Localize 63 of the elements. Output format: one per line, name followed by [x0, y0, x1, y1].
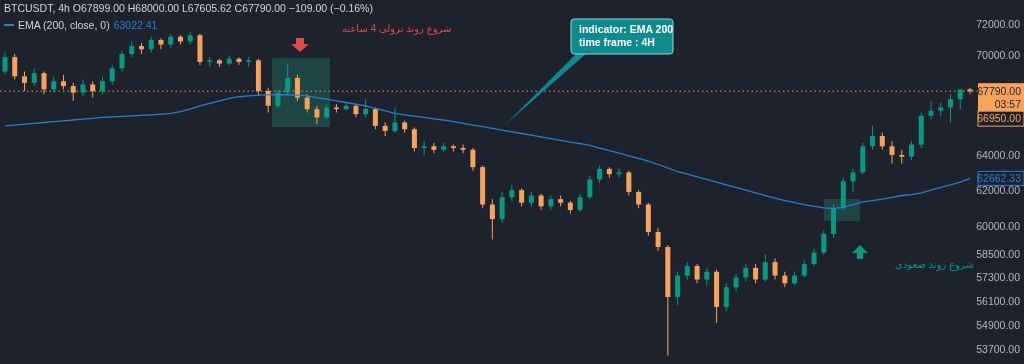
text: 03:57 [994, 97, 1022, 110]
annotation: 63022.41 [113, 19, 158, 31]
candlestick [753, 263, 759, 284]
candlestick [870, 125, 876, 151]
candlestick [928, 100, 934, 120]
candlestick [21, 71, 27, 92]
y-tick-label: 58500.00 [976, 248, 1021, 261]
candlestick [304, 93, 310, 113]
candlestick [733, 273, 739, 292]
candlestick [489, 198, 495, 240]
annotation: indicator: EMA 200 time frame : 4H [579, 23, 674, 48]
y-tick-label: 72000.00 [976, 18, 1021, 31]
candlestick [411, 127, 417, 152]
candlestick [909, 140, 915, 161]
candlestick [655, 227, 661, 252]
candlestick [626, 170, 632, 197]
y-tick-label: 64000.00 [976, 148, 1021, 161]
candlestick [694, 263, 700, 284]
candlestick [548, 195, 554, 211]
y-tick-label: 62000.00 [976, 183, 1021, 196]
candlestick [616, 168, 622, 179]
candlestick [314, 105, 320, 125]
candlestick [460, 144, 466, 154]
candlestick [948, 93, 954, 123]
candlestick [470, 147, 476, 172]
candlestick [772, 257, 778, 280]
candlestick [109, 64, 115, 85]
candlestick [2, 51, 8, 76]
candlestick [372, 106, 378, 130]
candlestick [431, 142, 437, 154]
candlestick [821, 229, 827, 256]
y-tick-label: 70000.00 [976, 49, 1021, 62]
candlestick [158, 37, 164, 50]
annotation: 66950.00 [977, 112, 1022, 125]
candlestick [119, 50, 125, 73]
y-tick-label: 60000.00 [976, 220, 1021, 233]
candlestick [850, 168, 856, 193]
candlestick [587, 175, 593, 200]
y-tick-label: 53700.00 [976, 343, 1021, 356]
legend-label: EMA (200, close, 0) [18, 19, 110, 31]
annotation: شروع روند صعودی [895, 259, 974, 271]
candlestick [285, 63, 291, 97]
candlestick [499, 191, 505, 224]
chart-title: BTCUSDT, 4h O67899.00 H68000.00 L67605.62 C67790.00 −109.00 (−0.16%) [4, 2, 373, 14]
candlestick [957, 88, 963, 110]
ref-line-label: 67790.00 [977, 84, 1022, 97]
candlestick [236, 56, 242, 66]
annotation: شروع روند نزولی 4 ساعته [342, 23, 452, 35]
annotation: 62662.33 [977, 172, 1022, 185]
candlestick [421, 140, 427, 156]
candlestick [509, 184, 515, 202]
y-tick-label: 54900.00 [976, 318, 1021, 331]
candlestick [363, 98, 369, 118]
candlestick [577, 193, 583, 213]
candlestick [12, 53, 18, 81]
y-tick-label: 57300.00 [976, 271, 1021, 284]
candlestick [392, 106, 398, 134]
candlestick [636, 189, 642, 209]
candlestick [889, 140, 895, 165]
candlestick [675, 271, 681, 306]
candlestick [762, 254, 768, 282]
y-tick-label: 56100.00 [976, 294, 1021, 307]
candlestick [723, 282, 729, 312]
